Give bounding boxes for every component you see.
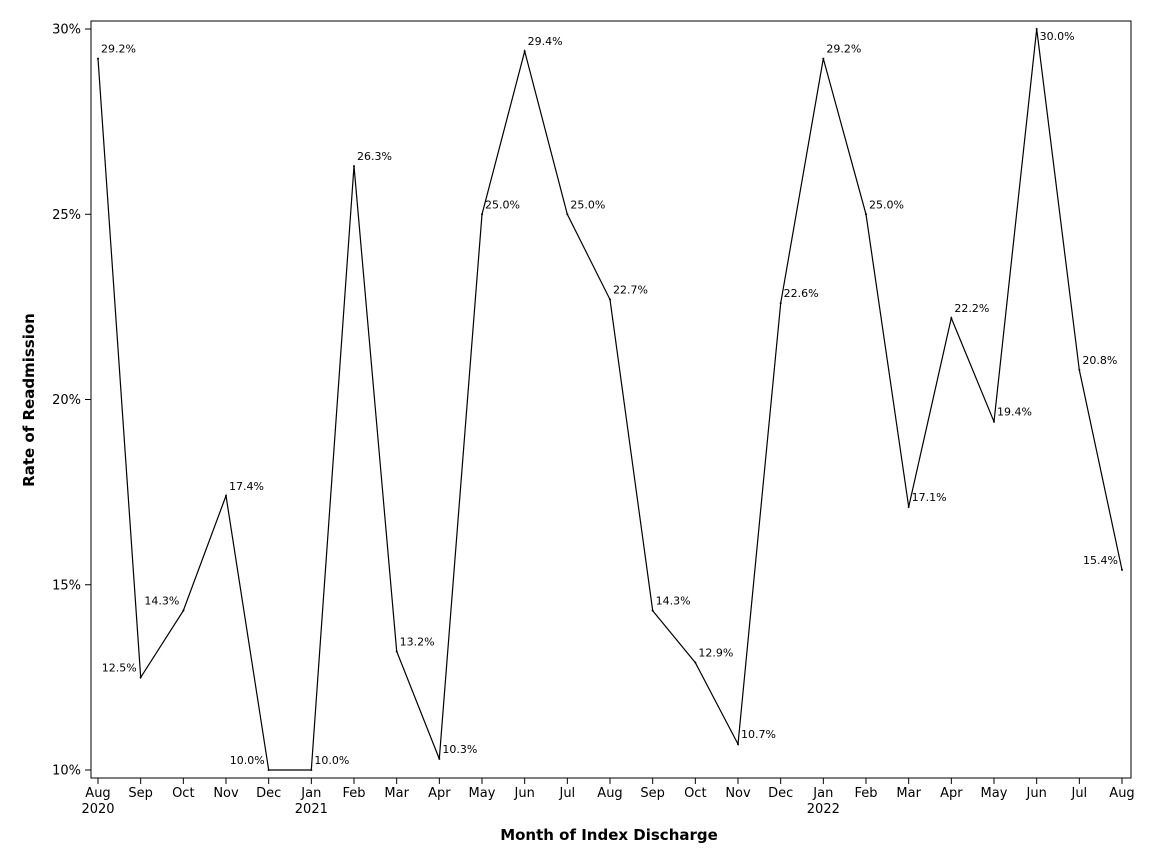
x-tick-label: Aug <box>85 786 110 801</box>
data-point <box>139 676 142 679</box>
data-point <box>182 609 185 612</box>
data-label: 25.0% <box>570 198 605 211</box>
data-label: 30.0% <box>1040 30 1075 43</box>
x-tick-label: Apr <box>940 786 963 801</box>
data-label: 10.7% <box>741 728 776 741</box>
data-point <box>267 769 270 771</box>
data-point <box>1078 368 1081 371</box>
data-label: 22.7% <box>613 283 648 296</box>
data-point <box>1035 28 1038 30</box>
x-tick-label: Jan <box>300 786 321 801</box>
data-label: 17.4% <box>229 480 264 493</box>
data-label: 22.2% <box>954 302 989 315</box>
x-tick-label: Feb <box>342 786 365 801</box>
data-points <box>97 28 1123 771</box>
x-tick-label: Sep <box>640 786 665 801</box>
x-tick-label: Sep <box>128 786 153 801</box>
data-label: 13.2% <box>400 635 435 648</box>
data-label: 26.3% <box>357 150 392 163</box>
y-tick-label: 15% <box>52 578 81 593</box>
data-label: 19.4% <box>997 406 1032 419</box>
data-label: 29.2% <box>826 43 861 56</box>
plot-frame <box>90 20 1132 779</box>
data-point <box>651 609 654 612</box>
data-point <box>438 757 441 760</box>
x-year-label: 2021 <box>295 802 328 817</box>
y-tick-label: 20% <box>52 393 81 408</box>
data-point <box>865 213 867 216</box>
x-tick-label: Jun <box>1026 786 1047 801</box>
data-point <box>566 213 569 216</box>
data-point <box>481 213 483 216</box>
data-label: 14.3% <box>656 595 691 608</box>
data-label: 29.4% <box>528 35 563 48</box>
data-label: 10.0% <box>314 754 349 767</box>
data-point <box>694 661 697 664</box>
data-point <box>907 505 910 508</box>
data-label: 20.8% <box>1082 354 1117 367</box>
x-tick-label: Jul <box>558 786 575 801</box>
x-tick-label: Feb <box>854 786 877 801</box>
y-axis-title: Rate of Readmission <box>20 313 38 487</box>
x-tick-label: Mar <box>384 786 409 801</box>
data-point <box>97 57 99 60</box>
data-point <box>395 650 398 653</box>
y-axis: 10% 15% 20% 25% 30% <box>52 23 91 779</box>
x-year-label: 2020 <box>81 802 114 817</box>
data-labels: 29.2% 12.5% 14.3% 17.4% 10.0% 10.0% 26.3% 13.2%… <box>101 30 1118 767</box>
x-year-label: 2022 <box>807 802 840 817</box>
data-label: 17.1% <box>912 491 947 504</box>
data-label: 22.6% <box>784 287 819 300</box>
data-label: 12.5% <box>102 661 137 674</box>
x-tick-label: May <box>981 786 1008 801</box>
x-tick-label: Nov <box>213 786 239 801</box>
data-label: 14.3% <box>144 595 179 608</box>
x-tick-label: Aug <box>597 786 622 801</box>
data-label: 10.3% <box>442 743 477 756</box>
x-tick-label: Oct <box>172 786 194 801</box>
data-point <box>950 316 953 319</box>
x-tick-label: Mar <box>896 786 921 801</box>
data-point <box>822 57 825 60</box>
x-tick-label: Apr <box>428 786 451 801</box>
data-label: 10.0% <box>230 754 265 767</box>
x-tick-label: Dec <box>256 786 281 801</box>
data-point <box>993 420 995 423</box>
data-point <box>609 298 611 301</box>
data-label: 25.0% <box>869 198 904 211</box>
data-point <box>779 302 782 305</box>
data-point <box>523 50 526 53</box>
data-label: 12.9% <box>698 647 733 660</box>
y-tick-label: 10% <box>52 764 81 779</box>
data-point <box>225 494 227 497</box>
x-tick-label: Dec <box>768 786 793 801</box>
x-tick-label: Jan <box>812 786 833 801</box>
x-tick-label: Aug <box>1109 786 1134 801</box>
x-tick-label: Oct <box>684 786 706 801</box>
y-tick-label: 30% <box>52 23 81 38</box>
x-axis-title: Month of Index Discharge <box>500 826 718 844</box>
x-tick-label: Jun <box>514 786 535 801</box>
data-point <box>737 743 739 746</box>
data-point <box>310 769 313 771</box>
x-tick-label: May <box>469 786 496 801</box>
data-label: 25.0% <box>485 198 520 211</box>
y-tick-label: 25% <box>52 208 81 223</box>
data-label: 29.2% <box>101 43 136 56</box>
data-label: 15.4% <box>1083 554 1118 567</box>
data-point <box>1121 568 1123 571</box>
x-tick-label: Jul <box>1070 786 1087 801</box>
data-point <box>353 165 355 168</box>
series-line <box>97 28 1123 771</box>
x-tick-label: Nov <box>725 786 751 801</box>
